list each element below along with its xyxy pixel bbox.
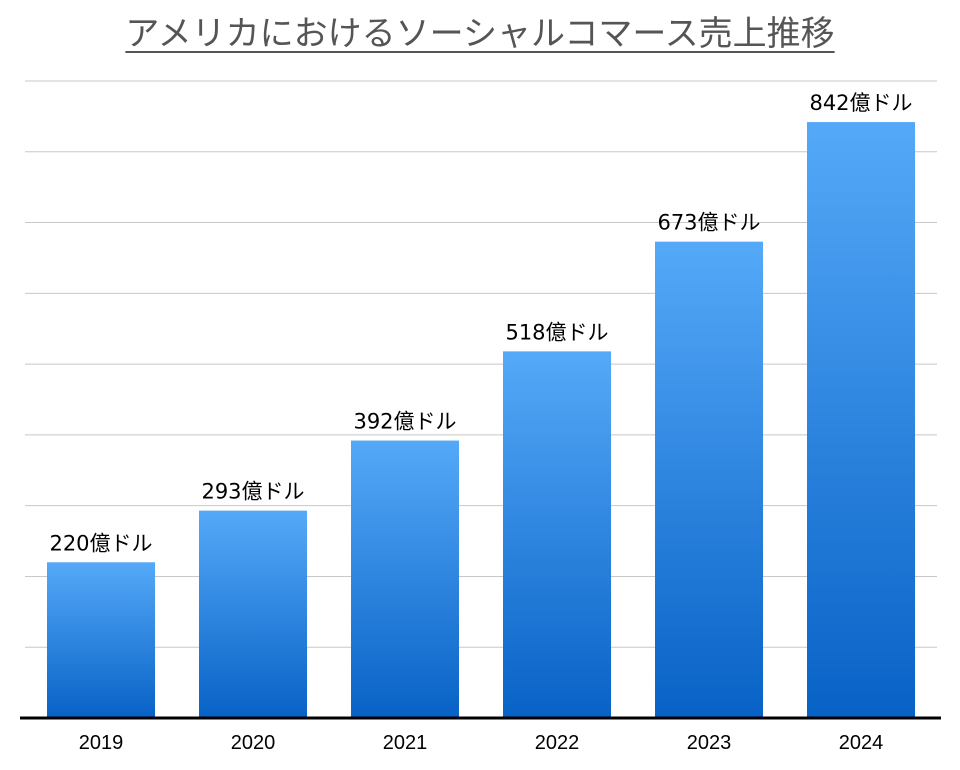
x-tick-label-2019: 2019 <box>79 732 124 754</box>
bar-2021 <box>351 440 459 718</box>
data-label-2024: 842億ドル <box>809 91 912 115</box>
x-tick-label-2021: 2021 <box>383 732 428 754</box>
bar-2023 <box>655 241 763 718</box>
data-label-2019: 220億ドル <box>49 531 152 555</box>
data-label-2022: 518億ドル <box>505 320 608 344</box>
bar-2020 <box>199 510 307 718</box>
data-label-2020: 293億ドル <box>201 480 304 504</box>
x-tick-label-2023: 2023 <box>687 732 732 754</box>
x-tick-label-2022: 2022 <box>535 732 580 754</box>
bar-2024 <box>807 122 915 719</box>
bar-2022 <box>503 351 611 718</box>
chart-title: アメリカにおけるソーシャルコマース売上推移 <box>125 14 835 54</box>
data-label-2021: 392億ドル <box>353 410 456 434</box>
x-tick-label-2024: 2024 <box>839 732 884 754</box>
x-tick-label-2020: 2020 <box>231 732 276 754</box>
data-label-2023: 673億ドル <box>657 211 760 235</box>
bar-2019 <box>47 562 155 718</box>
